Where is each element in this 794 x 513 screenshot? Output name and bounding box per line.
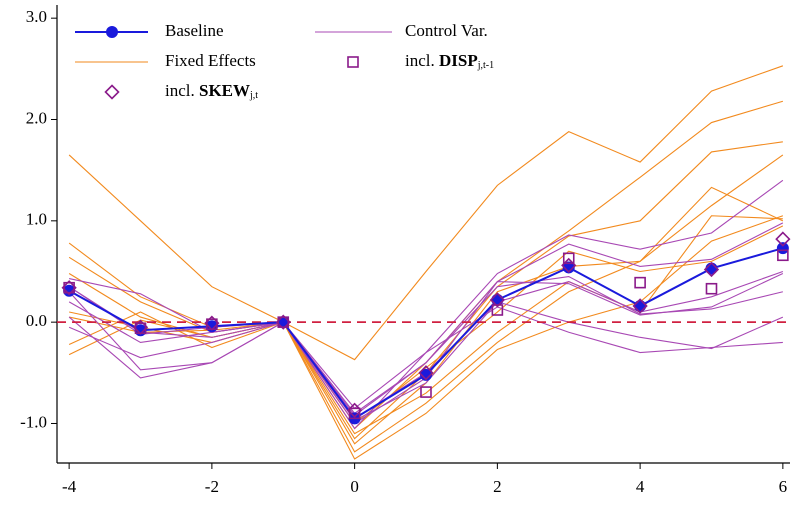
series-line (68, 306, 783, 430)
marker (275, 314, 291, 330)
series-line (68, 275, 783, 417)
series-line (69, 186, 784, 453)
series-line (68, 301, 784, 420)
marker (562, 252, 575, 265)
y-tick-label: 0.0 (26, 311, 47, 330)
marker (418, 365, 434, 381)
marker (634, 299, 647, 312)
legend-label: incl. DISPj,t-1 (405, 51, 494, 71)
marker (489, 292, 506, 308)
legend-label: Control Var. (405, 21, 488, 40)
x-tick-label: -2 (205, 477, 219, 496)
marker (491, 293, 504, 306)
marker (106, 26, 118, 38)
series-line (68, 65, 784, 361)
legend-label-sub: j,t-1 (477, 60, 494, 71)
plot-area: -1.0 0.0 1.0 2.0 3.0 -4 -2 0 2 4 6 (20, 5, 791, 496)
marker (63, 281, 75, 294)
x-tick-label: 2 (493, 477, 502, 496)
series-line (68, 215, 783, 435)
marker (277, 316, 290, 329)
marker (348, 407, 361, 420)
marker (420, 386, 432, 398)
marker (634, 276, 646, 289)
legend-label-part: SKEW (199, 81, 250, 100)
legend-label-sub: j,t (249, 90, 258, 101)
legend-label: Fixed Effects (165, 51, 256, 70)
marker (703, 261, 720, 278)
y-tick-label: 3.0 (26, 7, 47, 26)
y-tick-label: 1.0 (26, 210, 47, 229)
marker (775, 231, 791, 247)
marker (491, 304, 504, 316)
marker (347, 56, 359, 68)
legend-label: Baseline (165, 21, 224, 40)
marker (204, 315, 220, 331)
marker (561, 257, 577, 274)
marker (777, 249, 789, 262)
series-line (68, 141, 783, 440)
y-tick-label: -1.0 (20, 412, 47, 431)
marker (104, 84, 120, 100)
x-tick-label: -4 (62, 477, 77, 496)
legend: Baseline Control Var. Fixed Effects incl… (75, 21, 494, 101)
series-line (68, 154, 784, 445)
x-tick-label: 4 (636, 477, 645, 496)
legend-label-part: incl. (405, 51, 435, 70)
marker (132, 319, 149, 335)
marker (346, 402, 363, 418)
x-tick-label: 0 (350, 477, 359, 496)
x-tick-label: 6 (779, 477, 788, 496)
legend-label-part: DISP (439, 51, 478, 70)
marker (776, 242, 789, 255)
series-line (68, 273, 784, 425)
series-line (69, 225, 784, 425)
marker (277, 316, 290, 328)
marker (705, 282, 718, 295)
series-line (68, 270, 784, 422)
series-line (68, 222, 784, 415)
legend-label: incl. SKEWj,t (165, 81, 258, 101)
legend-label-part: incl. (165, 81, 195, 100)
marker (632, 298, 648, 314)
y-tick-label: 2.0 (26, 108, 47, 127)
marker (61, 280, 77, 296)
